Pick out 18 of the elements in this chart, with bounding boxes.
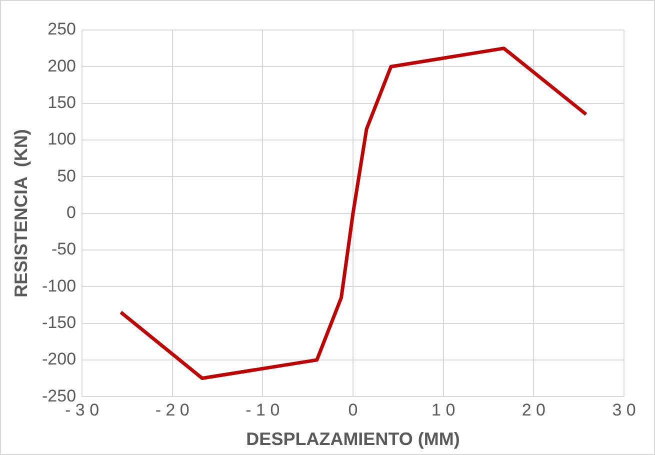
x-tick-label: 0 — [348, 400, 358, 420]
y-tick-label: 0 — [66, 202, 76, 222]
x-tick-label: 3 0 — [612, 400, 636, 420]
y-tick-label: -200 — [42, 350, 76, 369]
y-tick-label: -150 — [42, 312, 76, 332]
y-tick-label: -100 — [42, 276, 76, 296]
y-tick-label: 200 — [48, 56, 76, 76]
y-tick-label: 250 — [48, 20, 76, 39]
y-tick-label: -50 — [51, 240, 76, 259]
x-tick-label: - 2 0 — [155, 400, 190, 420]
y-axis-title: RESISTENCIA (KN) — [10, 129, 31, 298]
x-tick-label: 1 0 — [432, 400, 456, 420]
x-tick-label: - 1 0 — [246, 400, 280, 420]
y-tick-label: 50 — [57, 166, 76, 186]
x-tick-label: 2 0 — [522, 400, 546, 420]
y-tick-label: 150 — [48, 93, 76, 112]
x-axis-title: DESPLAZAMIENTO (MM) — [246, 428, 460, 449]
y-tick-label: 100 — [48, 130, 76, 149]
